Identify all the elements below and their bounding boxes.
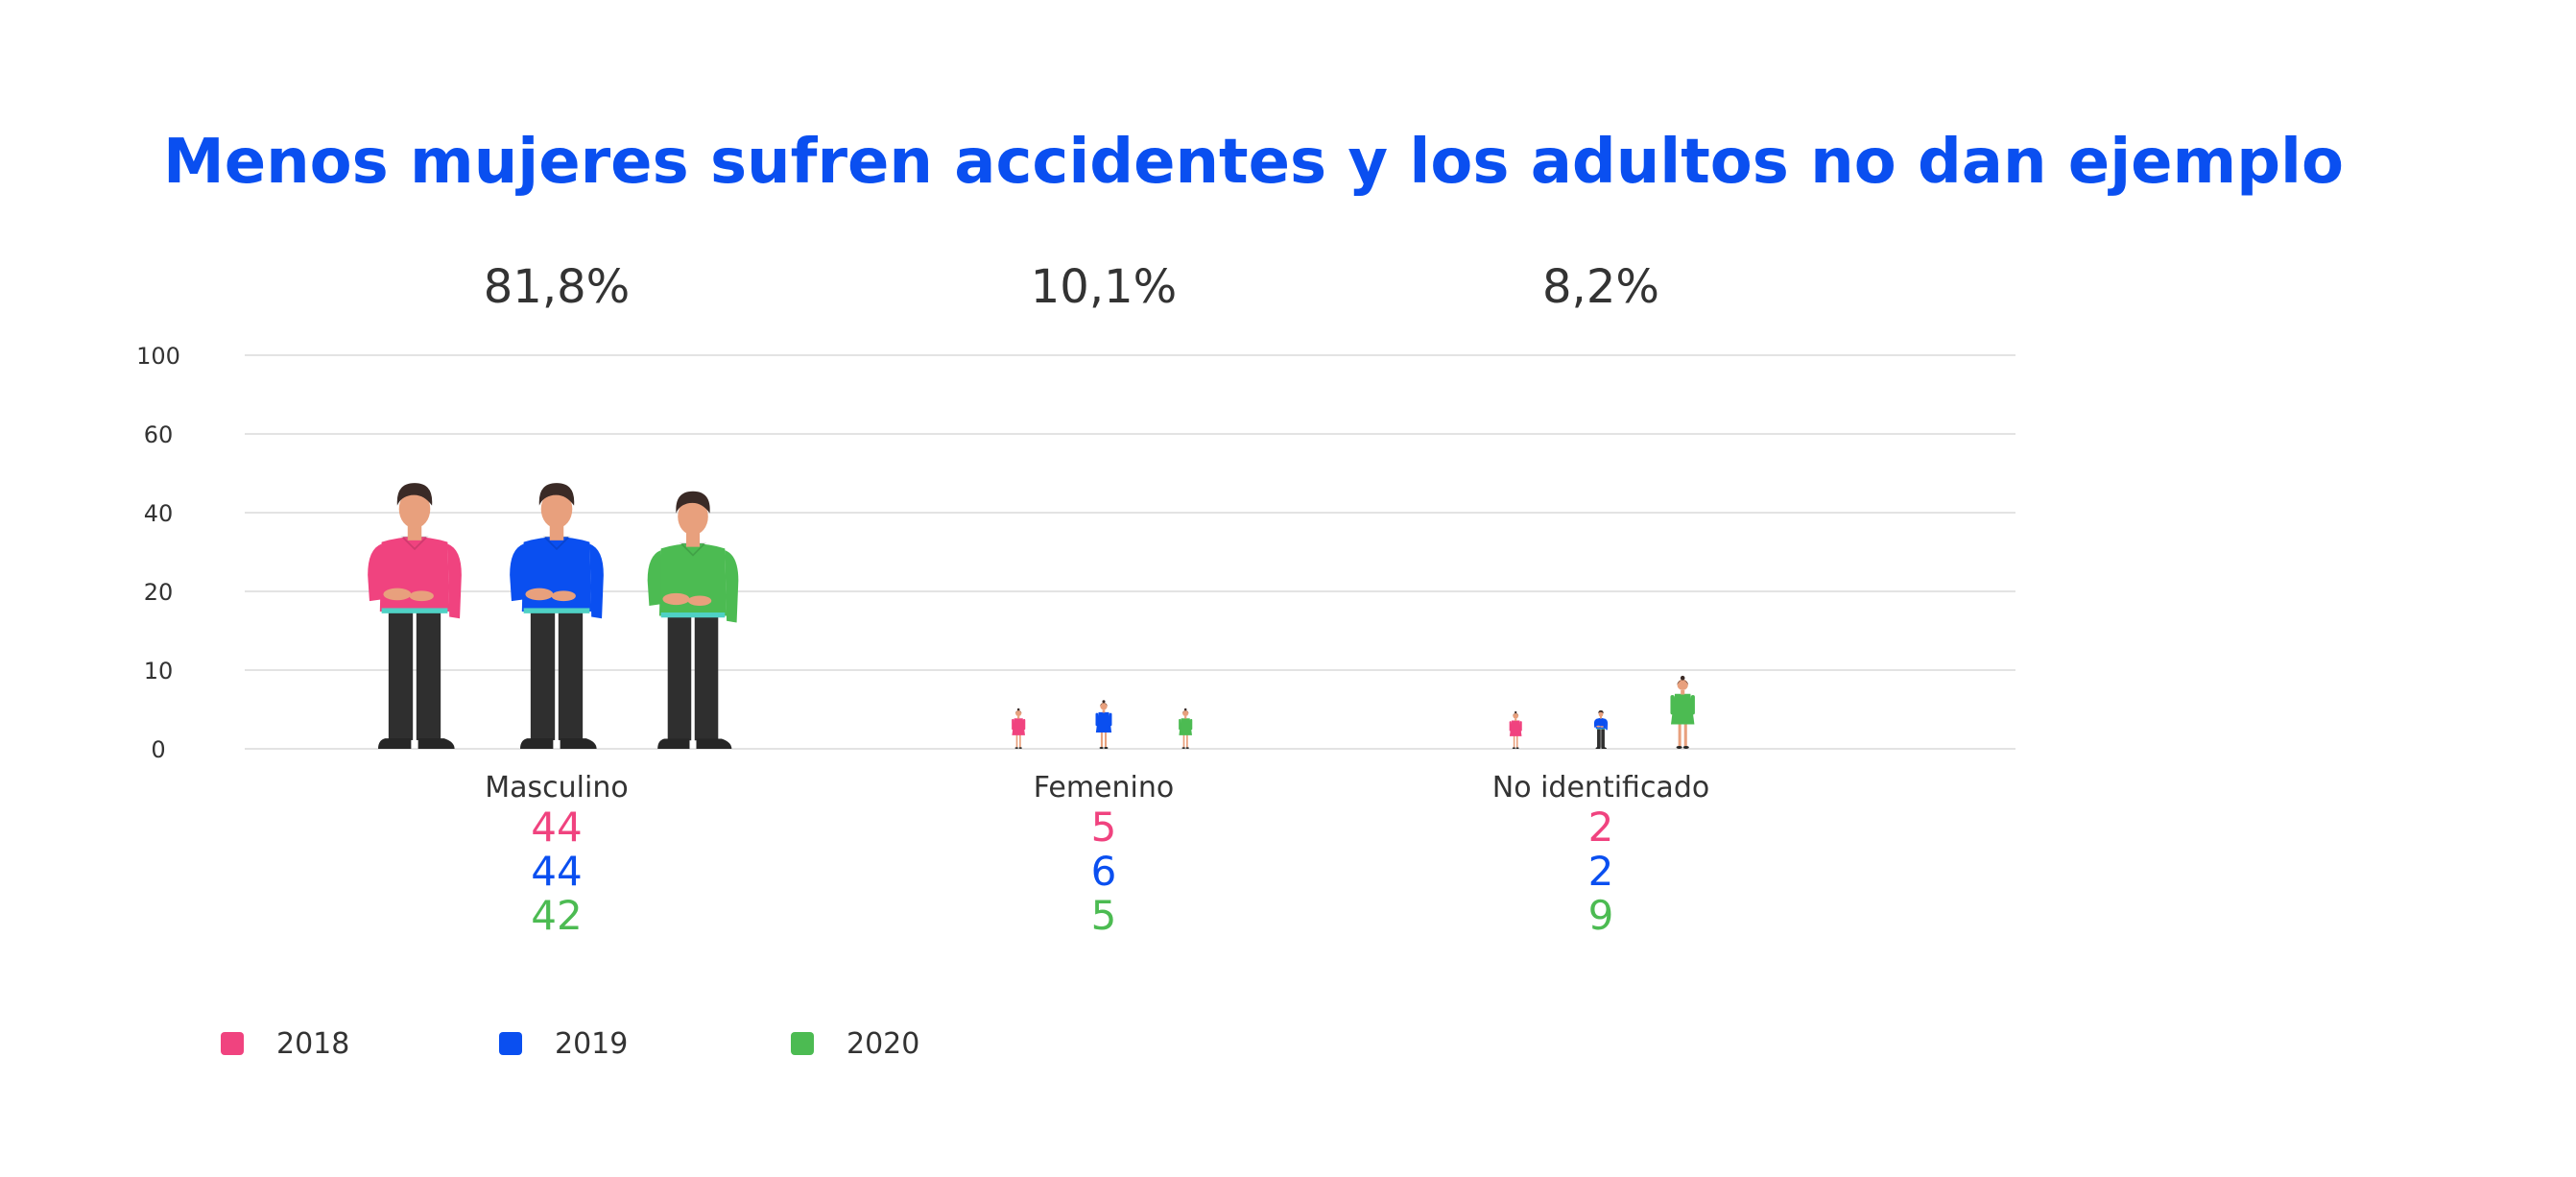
percentage-label-no-identificado: 8,2%: [1542, 260, 1659, 314]
value-label: 6: [1091, 848, 1117, 895]
value-label: 2: [1588, 804, 1614, 851]
legend-label: 2020: [847, 1027, 919, 1061]
mark-femenino-2020: [1179, 708, 1193, 749]
value-label: 9: [1588, 892, 1614, 939]
value-label: 5: [1091, 892, 1117, 939]
y-tick-label: 20: [144, 579, 174, 606]
percentage-label-masculino: 81,8%: [484, 260, 630, 314]
value-label: 44: [531, 848, 582, 895]
value-label: 42: [531, 892, 582, 939]
legend-item-2019: 2019: [499, 1027, 628, 1061]
mark-no-identificado-2019: [1593, 709, 1609, 749]
mark-masculino-2018: [368, 483, 462, 749]
mark-no-identificado-2020: [1670, 675, 1695, 749]
y-tick-label: 60: [144, 421, 174, 448]
mark-no-identificado-2018: [1509, 710, 1522, 749]
mark-masculino-2019: [510, 483, 604, 749]
chart-title: Menos mujeres sufren accidentes y los ad…: [163, 127, 2344, 198]
value-label: 2: [1588, 848, 1614, 895]
mark-femenino-2018: [1012, 708, 1026, 749]
y-axis: 0 10 20 40 60 100: [136, 343, 180, 763]
value-label: 5: [1091, 804, 1117, 851]
legend-label: 2018: [276, 1027, 349, 1061]
y-tick-label: 40: [144, 500, 174, 527]
category-label: Femenino: [1034, 771, 1174, 805]
grid: [245, 354, 2015, 750]
category-label: Masculino: [485, 771, 628, 805]
legend-item-2018: 2018: [221, 1027, 349, 1061]
legend-label: 2019: [555, 1027, 628, 1061]
mark-femenino-2019: [1095, 700, 1112, 749]
y-tick-label: 100: [136, 343, 180, 370]
category-percentages: 81,8% 10,1% 8,2%: [484, 260, 1659, 314]
y-tick-label: 0: [151, 736, 165, 763]
value-label: 44: [531, 804, 582, 851]
mark-masculino-2020: [647, 491, 739, 749]
category-label: No identificado: [1492, 771, 1709, 805]
legend-swatch: [499, 1032, 522, 1055]
x-axis: Masculino Femenino No identificado: [485, 771, 1709, 805]
legend-swatch: [791, 1032, 814, 1055]
plot-area: [368, 483, 1695, 749]
legend-swatch: [221, 1032, 244, 1055]
legend: 2018 2019 2020: [221, 1027, 919, 1061]
percentage-label-femenino: 10,1%: [1031, 260, 1177, 314]
legend-item-2020: 2020: [791, 1027, 919, 1061]
y-tick-label: 10: [144, 658, 174, 685]
